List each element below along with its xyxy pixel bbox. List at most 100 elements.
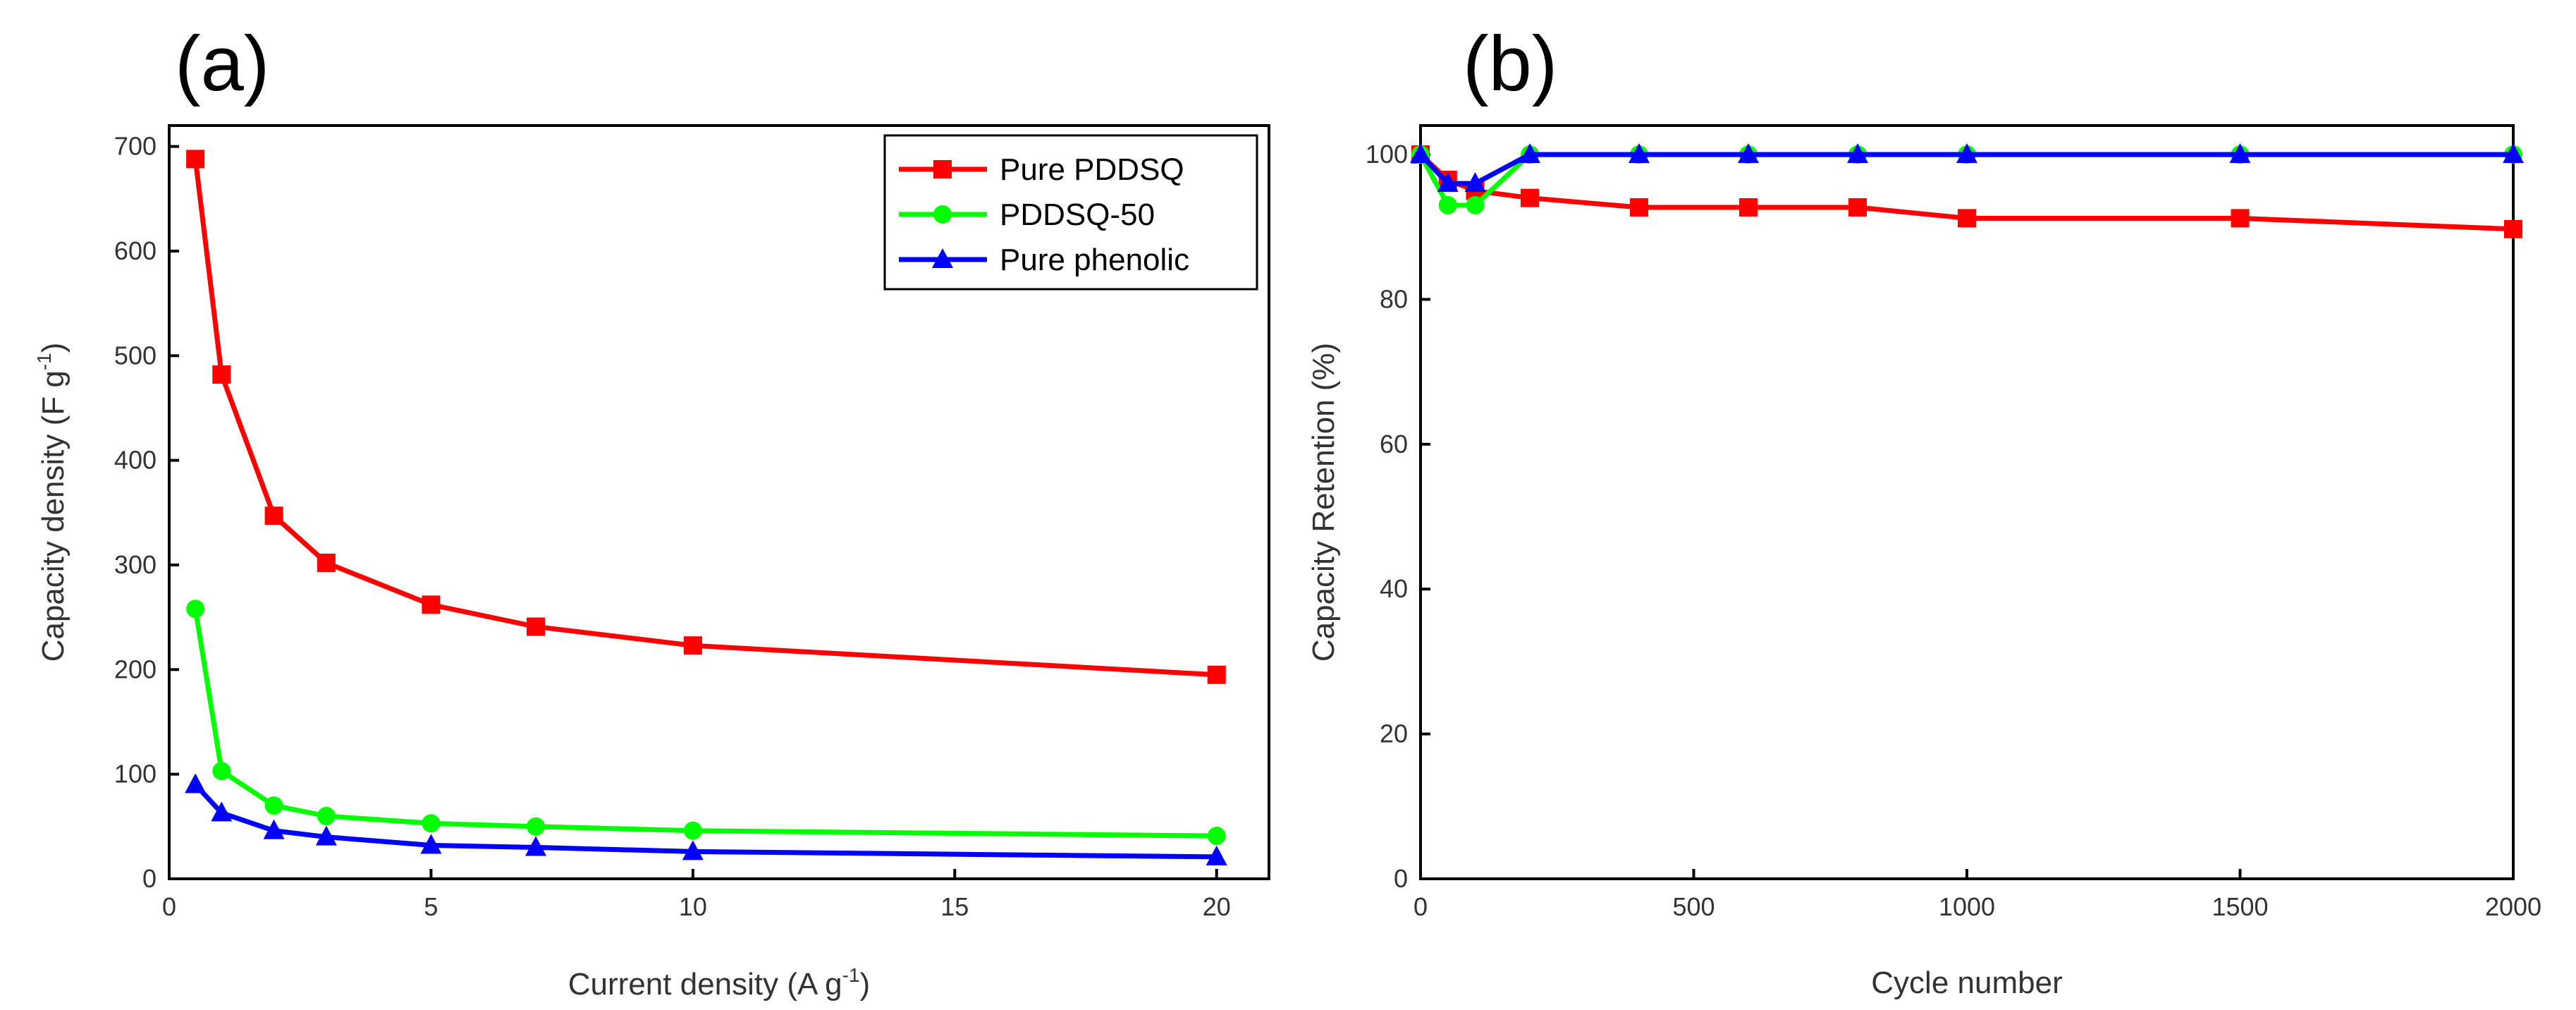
panel-b-x-tick-label: 1500 <box>2212 892 2268 921</box>
panel-b-data-point <box>1410 143 1431 164</box>
panel-b-data-point <box>1521 188 1539 207</box>
panel-a-data-point <box>422 814 441 833</box>
panel-b-data-point <box>2231 209 2250 228</box>
panel-a-data-point <box>683 636 702 655</box>
panel-b-data-point <box>1630 198 1648 217</box>
panel-a-y-tick-label: 600 <box>114 236 157 265</box>
panel-a-y-tick-label: 100 <box>114 760 157 789</box>
panel-b-plot-frame <box>1419 124 2515 880</box>
panel-a-data-point <box>527 617 545 636</box>
panel-a-data-point <box>525 836 546 856</box>
panel-b-data-point <box>2503 143 2524 164</box>
panel-a-y-tick-label: 400 <box>114 446 157 475</box>
legend-marker <box>933 205 952 224</box>
legend-label: PDDSQ-50 <box>1000 197 1155 232</box>
panel-a-data-point <box>212 762 231 781</box>
panel-a-plot-frame <box>168 124 1270 880</box>
panel-b-x-tick-label: 0 <box>1413 892 1428 921</box>
panel-a-series-pure-phenolic <box>185 773 1227 865</box>
panel-a-y-tick-label: 700 <box>114 132 157 161</box>
panel-b-data-point <box>1739 198 1758 217</box>
panel-a-data-point <box>211 801 233 822</box>
panel-a-series-line <box>193 783 1217 860</box>
panel-a-data-point <box>1207 665 1226 684</box>
panel-a-x-axis-title-main: Current density (A g <box>568 967 842 1002</box>
panel-b: (b) 0 500 1000 1500 2000 0 20 40 60 80 100 Cycle … <box>1306 20 2541 1000</box>
panel-b-data-point <box>1438 195 1457 214</box>
panel-a-data-point <box>264 506 283 525</box>
panel-a-data-point <box>186 600 205 619</box>
panel-a-data-point <box>317 807 336 825</box>
panel-a-y-axis-title-sup: -1 <box>33 353 55 370</box>
legend-marker <box>932 248 953 268</box>
panel-a-x-tick-label: 15 <box>940 892 969 921</box>
panel-b-data-point <box>1956 143 1977 164</box>
panel-b-x-tick-label: 2000 <box>2485 892 2541 921</box>
panel-a-data-point <box>317 554 336 573</box>
panel-a-data-point <box>186 150 205 169</box>
panel-a-series-line <box>192 608 1217 839</box>
legend-item: Pure phenolic <box>899 243 1189 277</box>
legend-label: Pure PDDSQ <box>1000 152 1184 187</box>
panel-b-data-point <box>1466 195 1485 214</box>
panel-b-y-tick-label: 80 <box>1380 284 1408 313</box>
panel-a-data-point <box>1207 827 1226 846</box>
panel-b-y-tick-label: 60 <box>1380 430 1408 458</box>
legend-item: PDDSQ-50 <box>899 197 1155 232</box>
panel-b-data-point <box>1738 143 1759 164</box>
panel-a-x-tick-label: 20 <box>1203 892 1231 921</box>
legend-label: Pure phenolic <box>1000 243 1189 277</box>
panel-b-data-point <box>1464 172 1486 193</box>
panel-b-y-axis-title: Capacity Retention (%) <box>1306 343 1341 662</box>
panel-b-data-point <box>1519 143 1540 164</box>
panel-a-label: (a) <box>175 20 269 107</box>
panel-a-data-point <box>212 365 231 384</box>
panel-a-y-axis-title-main: Capacity density (F g <box>36 370 70 662</box>
panel-a-y-tick-label: 500 <box>114 341 157 370</box>
panel-b-data-point <box>1629 143 1650 164</box>
panel-b-data-point <box>2229 143 2251 164</box>
panel-b-data-point <box>2504 219 2522 238</box>
panel-a-data-point <box>315 825 337 846</box>
panel-b-x-axis-title: Cycle number <box>1871 966 2062 1000</box>
panel-a-x-axis-title-end: ) <box>860 967 871 1002</box>
panel-b-y-tick-label: 0 <box>1394 864 1408 893</box>
panel-b-data-point <box>1847 143 1868 164</box>
panel-a: (a) 0 5 10 15 20 0 100 200 300 400 500 600 700 Curr… <box>33 20 1270 1002</box>
panel-b-series-pure-phenolic <box>1410 143 2524 193</box>
panel-b-y-tick-label: 100 <box>1366 140 1408 169</box>
panel-a-data-point <box>185 773 207 793</box>
panel-a-series-pure-pddsq <box>186 150 1226 684</box>
panel-b-x-tick-label: 1000 <box>1939 892 1995 921</box>
panel-a-x-tick-label: 0 <box>162 892 176 921</box>
panel-b-data-point <box>1958 209 1976 228</box>
panel-a-y-axis-title-end: ) <box>36 343 70 353</box>
panel-a-x-axis-title: Current density (A g-1) <box>568 964 870 1002</box>
panel-a-x-tick-label: 10 <box>679 892 707 921</box>
panel-a-x-tick-label: 5 <box>424 892 438 921</box>
panel-a-y-tick-label: 200 <box>114 655 157 683</box>
panel-b-x-tick-label: 500 <box>1672 892 1715 921</box>
panel-b-label: (b) <box>1463 20 1557 107</box>
panel-a-y-tick-label: 0 <box>142 864 157 893</box>
panel-a-series-pddsq-50 <box>186 600 1226 846</box>
panel-a-data-point <box>420 834 442 854</box>
panel-b-y-tick-label: 20 <box>1380 719 1408 748</box>
panel-a-y-axis-title: Capacity density (F g-1) <box>33 343 70 662</box>
panel-a-y-tick-label: 300 <box>114 550 157 579</box>
panel-a-data-point <box>422 595 441 614</box>
panel-b-series-line <box>1418 152 2513 186</box>
panel-a-data-point <box>682 840 704 860</box>
panel-a-data-point <box>527 817 545 836</box>
panel-b-y-tick-label: 40 <box>1380 574 1408 603</box>
panel-a-legend: Pure PDDSQ PDDSQ-50 Pure phenolic <box>883 134 1258 291</box>
panel-a-x-axis-title-sup: -1 <box>842 964 860 986</box>
panel-a-series-line <box>192 159 1217 678</box>
panel-a-data-point <box>1206 845 1227 865</box>
panel-a-data-point <box>683 821 702 840</box>
legend-marker <box>933 160 952 178</box>
panel-b-data-point <box>1437 172 1459 193</box>
panel-b-data-point <box>1848 198 1867 217</box>
legend-item: Pure PDDSQ <box>899 152 1184 187</box>
